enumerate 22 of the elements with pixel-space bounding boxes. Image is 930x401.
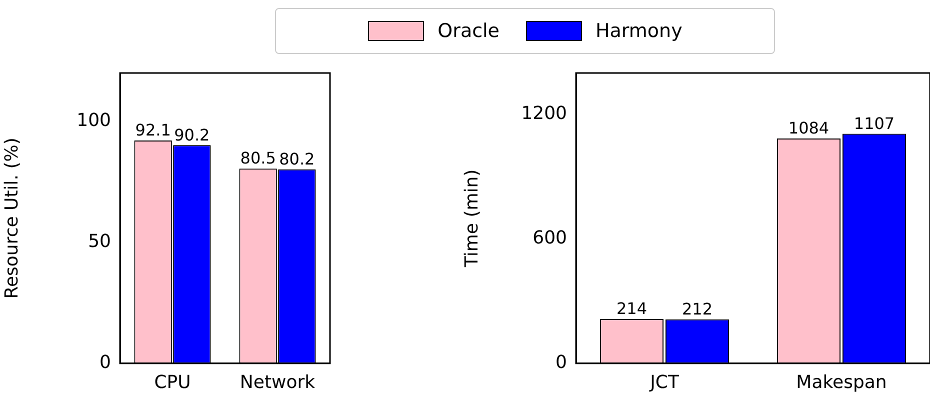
data-label: 92.1 (135, 120, 171, 140)
y-axis-title: Time (min) (461, 169, 482, 268)
x-tick-label: CPU (154, 372, 191, 393)
y-tick-label: 50 (88, 231, 111, 252)
data-label: 1084 (788, 118, 830, 138)
x-tick-label: Makespan (796, 372, 887, 393)
y-tick-label: 0 (556, 352, 567, 374)
data-label: 90.2 (174, 125, 210, 144)
y-tick-label: 1200 (521, 103, 567, 124)
legend-label: Harmony (596, 20, 682, 42)
y-tick-label: 100 (76, 110, 111, 132)
x-tick-label: Network (240, 372, 316, 393)
y-tick-label: 0 (100, 352, 111, 374)
y-axis-title: Resource Util. (%) (1, 138, 22, 299)
data-label: 212 (682, 300, 713, 319)
data-label: 80.2 (279, 149, 315, 168)
legend-label: Oracle (438, 20, 500, 42)
y-tick-label: 600 (532, 228, 567, 249)
data-label: 1107 (854, 114, 895, 133)
x-tick-label: JCT (649, 372, 680, 393)
data-label: 80.5 (240, 148, 276, 168)
data-label: 214 (616, 299, 648, 318)
